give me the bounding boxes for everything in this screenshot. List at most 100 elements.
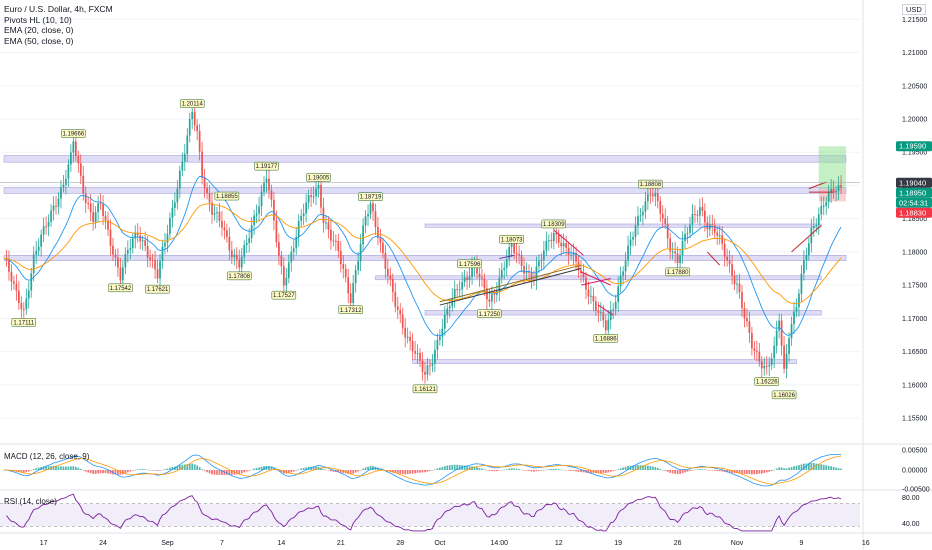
candle-body: [221, 220, 223, 228]
candle-body: [317, 184, 320, 189]
candle-body: [35, 250, 38, 255]
macd-histogram-bar: [718, 470, 721, 472]
candle-body: [476, 262, 478, 274]
price-tick-label: 1.15500: [902, 416, 927, 423]
macd-histogram-bar: [555, 468, 558, 470]
macd-histogram-bar: [617, 469, 620, 470]
time-tick-label: 12: [555, 540, 563, 547]
candle-body: [513, 243, 516, 254]
macd-histogram-bar: [330, 470, 332, 472]
candle-body: [176, 188, 179, 203]
candle-body: [684, 233, 686, 241]
macd-histogram-bar: [770, 470, 773, 471]
macd-histogram-bar: [533, 470, 535, 472]
price-tick-label: 1.16000: [902, 382, 927, 389]
candle-body: [500, 269, 503, 278]
candle-body: [634, 225, 637, 237]
time-axis: 17 24 Sep 7 14 21 28 Oct 14:00 12 19 26 Nov 9 16: [40, 540, 870, 547]
candle-body: [552, 233, 555, 242]
indicator-ema50[interactable]: EMA (50, close, 0): [4, 35, 74, 46]
macd-histogram-bar: [441, 466, 444, 470]
macd-histogram-bar: [438, 467, 441, 470]
candle-body: [109, 229, 112, 246]
macd-histogram-bar: [701, 469, 704, 470]
candle-body: [196, 125, 199, 132]
candle-body: [69, 152, 72, 165]
chart-title[interactable]: Euro / U.S. Dollar, 4h, FXCM: [4, 4, 113, 14]
macd-histogram-bar: [760, 470, 763, 474]
candle-body: [25, 298, 28, 310]
macd-histogram-bar: [300, 468, 303, 470]
macd-histogram-bar: [226, 470, 228, 475]
candle-body: [250, 225, 253, 239]
pivot-label-box: [477, 309, 502, 319]
macd-histogram-bar: [599, 470, 602, 473]
candle-body: [235, 254, 238, 260]
macd-histogram-bar: [109, 470, 112, 474]
macd-histogram-bar: [250, 469, 253, 471]
candle-body: [642, 211, 644, 216]
macd-histogram-bar: [800, 464, 803, 470]
macd-histogram-bar: [211, 470, 213, 475]
rsi-line: [6, 493, 842, 532]
macd-histogram-bar: [515, 468, 518, 470]
macd-histogram-bar: [651, 466, 654, 470]
macd-histogram-bar: [159, 470, 161, 471]
candle-body: [530, 272, 533, 280]
macd-histogram-bar: [186, 464, 189, 470]
candle-body: [89, 203, 92, 213]
pivot-label: 1.20114: [179, 99, 205, 108]
candle-body: [349, 293, 352, 303]
candle-body: [446, 308, 449, 315]
pivot-label-box: [665, 267, 690, 277]
indicator-ema20[interactable]: EMA (20, close, 0): [4, 25, 74, 35]
candle-body: [676, 253, 679, 264]
macd-histogram-bar: [144, 469, 147, 470]
candle-body: [240, 256, 243, 268]
currency-badge[interactable]: USD: [902, 4, 926, 15]
candle-body: [426, 365, 429, 375]
candle-body: [191, 111, 194, 119]
candle-body: [590, 295, 592, 297]
macd-histogram-bar: [780, 467, 783, 470]
macd-histogram-bar: [775, 468, 778, 470]
candle-body: [122, 267, 124, 281]
macd-histogram-bar: [87, 470, 90, 473]
channel-line: [553, 229, 584, 256]
macd-histogram-bar: [362, 468, 364, 470]
macd-histogram-bar: [37, 467, 40, 470]
candle-body: [149, 257, 151, 260]
rsi-band: [0, 503, 860, 527]
macd-histogram-bar: [810, 462, 813, 470]
candle-body: [67, 164, 70, 179]
candle-body: [543, 250, 545, 260]
candle-body: [436, 339, 439, 350]
candle-body: [230, 250, 233, 258]
macd-histogram-bar: [513, 468, 516, 470]
price-tag-box: [896, 187, 932, 198]
macd-histogram-bar: [248, 470, 251, 471]
macd-histogram-bar: [183, 464, 186, 470]
candle-body: [525, 272, 528, 274]
macd-histogram-bar: [446, 465, 449, 470]
macd-label[interactable]: MACD (12, 26, close, 9): [4, 452, 90, 461]
candle-body: [183, 153, 186, 162]
pivot-label-text: 1.19666: [62, 132, 84, 138]
macd-histogram-bar: [114, 470, 117, 475]
macd-histogram-bar: [503, 469, 506, 471]
indicator-pivots[interactable]: Pivots HL (10, 10): [4, 14, 72, 25]
candle-body: [538, 261, 540, 267]
candle-body: [367, 214, 369, 217]
candle-body: [102, 204, 104, 216]
zone-rect: [3, 155, 847, 163]
macd-histogram-bar: [238, 470, 241, 475]
macd-histogram-bar: [117, 470, 119, 475]
rsi-label[interactable]: RSI (14, close): [4, 497, 57, 506]
pivot-label: 1.17250: [477, 309, 502, 319]
candle-body: [357, 261, 360, 271]
macd-histogram-bar: [679, 470, 681, 474]
macd-histogram-bar: [89, 470, 92, 474]
candle-body: [751, 332, 753, 349]
candle-body: [178, 170, 181, 189]
